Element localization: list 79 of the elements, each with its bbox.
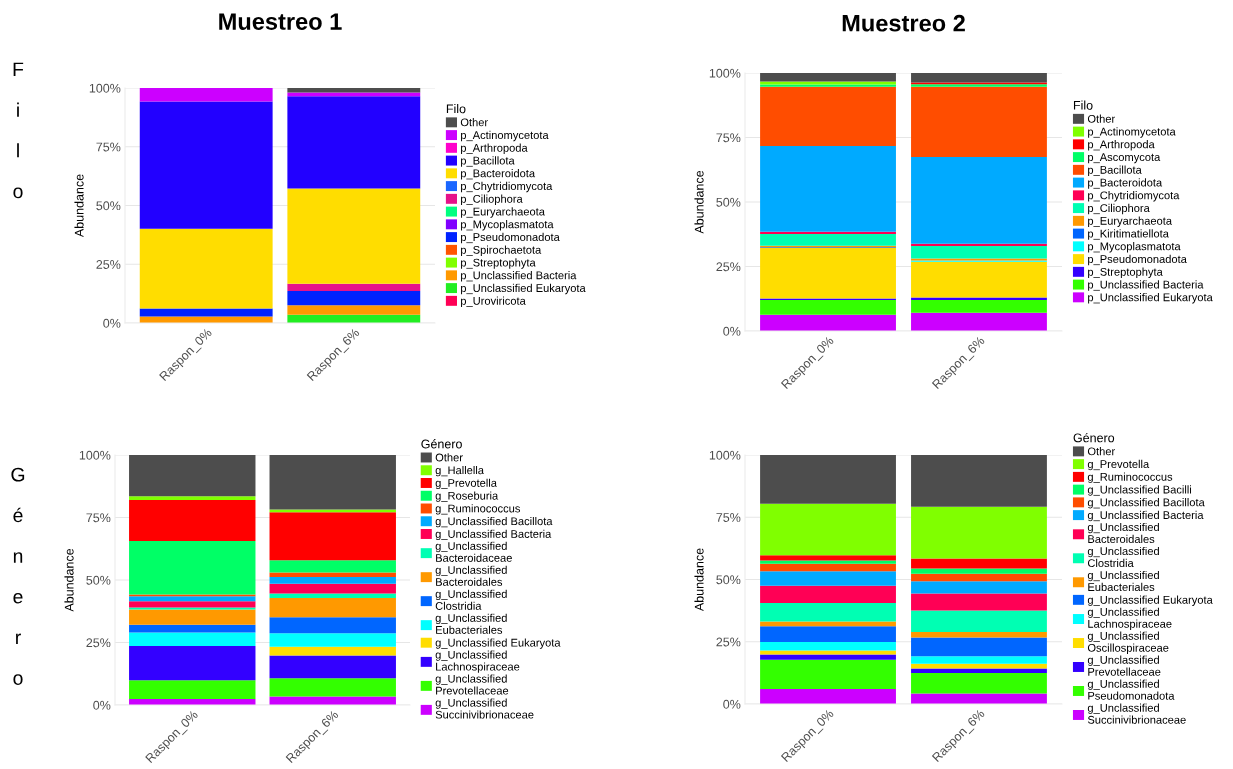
legend-label: p_Ciliophora <box>461 194 523 205</box>
y-tick-label: 100% <box>79 450 111 460</box>
y-tick-label: 25% <box>96 260 121 269</box>
y-axis-title: Abundance <box>64 548 74 612</box>
legend-label: p_Spirochaetota <box>461 245 542 256</box>
legend-label: p_Pseudomonadota <box>461 232 560 244</box>
y-tick-label: 75% <box>716 133 741 143</box>
legend-label: g_Unclassified Succinivibrionaceae <box>1087 703 1186 724</box>
y-tick-label: 0% <box>103 318 121 328</box>
y-tick-label: 50% <box>86 575 111 585</box>
legend-label: p_Uroviricota <box>461 296 526 307</box>
y-tick-label: 75% <box>86 513 111 523</box>
legend-label: g_Prevotella <box>435 478 497 490</box>
text: Género <box>11 467 25 685</box>
legend-label: Other <box>435 453 463 462</box>
legend-label: p_Bacteroidota <box>461 169 536 180</box>
y-tick-label: 75% <box>96 142 121 152</box>
y-axis-title: Abundance <box>694 170 704 234</box>
legend-label: p_Chytridiomycota <box>461 181 553 193</box>
legend-label: g_Unclassified Eukaryota <box>435 638 561 649</box>
legend-label: p_Kiritimatiellota <box>1088 229 1169 240</box>
text: Filo <box>1073 100 1093 110</box>
legend-label: p_Ascomycota <box>1088 153 1161 164</box>
legend-label: g_Prevotella <box>1087 459 1150 471</box>
legend-label: g_Unclassified Bacteria <box>435 529 552 541</box>
y-tick-label: 50% <box>716 197 741 207</box>
y-tick-label: 0% <box>723 326 741 336</box>
y-tick-label: 100% <box>709 68 741 78</box>
legend-label: g_Unclassified Bacillota <box>435 517 553 528</box>
chart-title: Muestreo 1 <box>219 13 342 30</box>
legend-label: p_Unclassified Eukaryota <box>461 283 586 295</box>
legend-label: p_Euryarchaeota <box>461 207 545 218</box>
legend-label: g_Unclassified Eukaryota <box>1087 595 1213 606</box>
legend-label: g_Unclassified Bacilli <box>1087 485 1192 496</box>
legend-label: Other <box>1087 447 1115 456</box>
legend-label: Other <box>1087 114 1115 123</box>
legend-label: p_Arthropoda <box>461 143 528 154</box>
chart-title: Muestreo 2 <box>842 14 965 32</box>
legend-label: g_Hallella <box>435 466 484 477</box>
y-axis-title: Abundance <box>74 174 84 238</box>
y-tick-label: 25% <box>716 637 741 647</box>
legend-label: g_Ruminococcus <box>435 504 520 515</box>
y-tick-label: 25% <box>86 638 111 648</box>
legend-label: p_Euryarchaeota <box>1088 216 1173 227</box>
legend-label: p_Bacillota <box>1088 165 1142 176</box>
legend-label: p_Mycoplasmatota <box>1088 242 1181 253</box>
legend-label: p_Ciliophora <box>1088 203 1150 215</box>
legend-label: p_Actinomycetota <box>1088 127 1176 138</box>
text: Género <box>1073 432 1115 443</box>
legend-label: g_Unclassified Bacteria <box>1087 510 1204 522</box>
legend-title: Género <box>421 439 462 449</box>
legend-label: p_Bacillota <box>461 156 515 167</box>
legend-label: p_Bacteroidota <box>1088 178 1163 189</box>
legend-label: p_Mycoplasmatota <box>461 220 554 231</box>
y-tick-label: 0% <box>723 699 741 709</box>
legend-label: p_Arthropoda <box>1088 140 1155 151</box>
legend-label: g_Unclassified Succinivibrionaceae <box>435 698 534 719</box>
legend-label: p_Unclassified Bacteria <box>1088 280 1204 291</box>
y-tick-label: 50% <box>716 575 741 585</box>
legend-label: p_Chytridiomycota <box>1088 191 1180 202</box>
legend-label: p_Unclassified Bacteria <box>461 271 577 282</box>
y-tick-label: 50% <box>96 201 121 211</box>
y-axis-title: Abundance <box>694 548 704 612</box>
text: Filo <box>13 62 24 199</box>
y-tick-label: 25% <box>716 262 741 272</box>
legend-label: p_Pseudomonadota <box>1088 254 1187 266</box>
y-tick-label: 75% <box>716 513 741 522</box>
legend-title: Filo <box>446 104 466 114</box>
legend-label: Other <box>460 118 488 127</box>
legend-label: p_Streptophyta <box>1088 267 1163 278</box>
y-tick-label: 0% <box>93 700 111 710</box>
legend-label: p_Actinomycetota <box>461 130 549 142</box>
legend-label: g_Unclassified Bacillota <box>1087 498 1205 509</box>
legend-label: p_Streptophyta <box>461 258 536 269</box>
legend-label: p_Unclassified Eukaryota <box>1088 293 1213 304</box>
y-tick-label: 100% <box>709 450 741 460</box>
y-tick-label: 100% <box>89 83 121 93</box>
legend-label: g_Roseburia <box>435 491 499 502</box>
legend-label: g_Ruminococcus <box>1087 472 1173 483</box>
